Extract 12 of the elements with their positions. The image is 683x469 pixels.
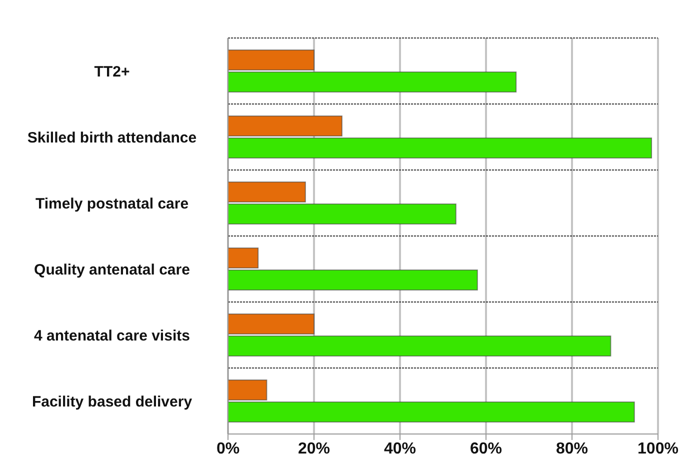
x-tick-label: 60% — [470, 440, 502, 458]
y-tick-label: Timely postnatal care — [35, 195, 189, 212]
x-tick-label: 80% — [556, 440, 588, 458]
x-tick-label: 0% — [216, 440, 240, 458]
y-tick-label: Facility based delivery — [32, 393, 193, 410]
y-tick-label: TT2+ — [94, 63, 130, 80]
x-tick-label: 20% — [298, 440, 330, 458]
y-tick-label: Skilled birth attendance — [27, 129, 197, 146]
x-tick-label: 100% — [638, 440, 678, 458]
y-tick-label: 4 antenatal care visits — [34, 327, 190, 344]
y-tick-label: Quality antenatal care — [34, 261, 190, 278]
x-tick-label: 40% — [384, 440, 416, 458]
